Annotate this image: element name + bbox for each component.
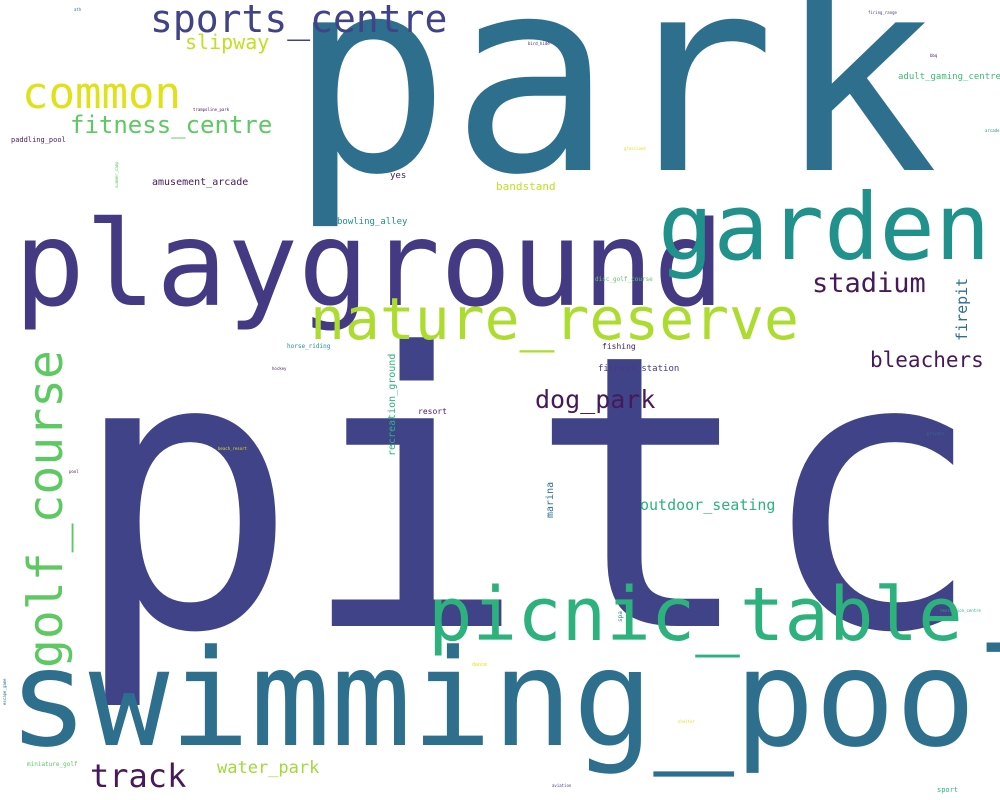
word-arcade: arcade — [985, 128, 1000, 133]
word-sports-centre: sports_centre — [150, 0, 448, 41]
word-pool: pool — [69, 469, 79, 474]
word-common: common — [22, 68, 181, 119]
word-miniature-golf: miniature_golf — [27, 761, 78, 768]
word-grassland: grassland — [624, 146, 646, 151]
word-garden: garden — [658, 174, 991, 281]
word-bowling-alley: bowling_alley — [337, 217, 408, 227]
word-paddling-pool: paddling_pool — [11, 136, 66, 144]
word-disc-golf-course: disc_golf_course — [595, 276, 653, 283]
word-sport: sport — [937, 786, 959, 794]
word-pitch: pitch — [70, 273, 1000, 716]
word-bird-hide: bird_hide — [528, 41, 550, 46]
word-adult-gaming-centre: adult_gaming_centre — [898, 72, 1000, 82]
word-bleachers: bleachers — [870, 348, 984, 372]
word-shelter: shelter — [678, 719, 695, 724]
word-outdoor-seating: outdoor_seating — [640, 496, 776, 514]
word-swimming-pool: swimming_pool — [8, 621, 1000, 777]
word-summer-camp: summer_camp — [114, 161, 119, 189]
word-marina: marina — [545, 481, 556, 518]
word-bbq: bbq — [930, 53, 938, 58]
word-playground: playground — [14, 195, 725, 333]
word-stadium: stadium — [812, 268, 926, 299]
word-firepit: firepit — [953, 277, 971, 341]
word-escape-game: escape_game — [2, 678, 7, 706]
word-resort: resort — [418, 407, 447, 416]
word-fitness-centre: fitness_centre — [70, 111, 273, 139]
word-dog-park: dog_park — [535, 385, 656, 414]
word-nature-reserve: nature_reserve — [310, 285, 799, 353]
word-track: track — [90, 757, 187, 795]
word-firing-range: firing_range — [868, 10, 897, 15]
word-private: private — [927, 431, 944, 436]
word-trampoline-park: trampoline_park — [193, 107, 230, 112]
word-horse-riding: horse_riding — [287, 343, 331, 350]
word-park: park — [288, 0, 939, 234]
word-golf-course: golf_course — [18, 350, 74, 668]
word-dance: dance — [472, 662, 488, 668]
word-slipway: slipway — [185, 30, 270, 54]
word-beach-resort: beach_resort — [218, 446, 247, 451]
word-amusement-arcade: amusement_arcade — [152, 177, 249, 188]
word-yes: yes — [390, 171, 407, 181]
word-picnic-table: picnic_table — [428, 572, 963, 658]
word-recreation-ground: recreation_ground — [387, 353, 398, 456]
word-aviation: aviation — [552, 783, 572, 788]
word-ath: ath — [74, 7, 82, 12]
word-recreation-centre: recreation_centre — [940, 608, 981, 613]
word-hockey: hockey — [272, 366, 287, 371]
word-fitness-station: fitness_station — [598, 364, 680, 374]
word-water-park: water_park — [217, 758, 320, 778]
word-bandstand: bandstand — [496, 180, 556, 193]
word-fishing: fishing — [602, 342, 636, 351]
word-spa: spa — [617, 611, 624, 622]
